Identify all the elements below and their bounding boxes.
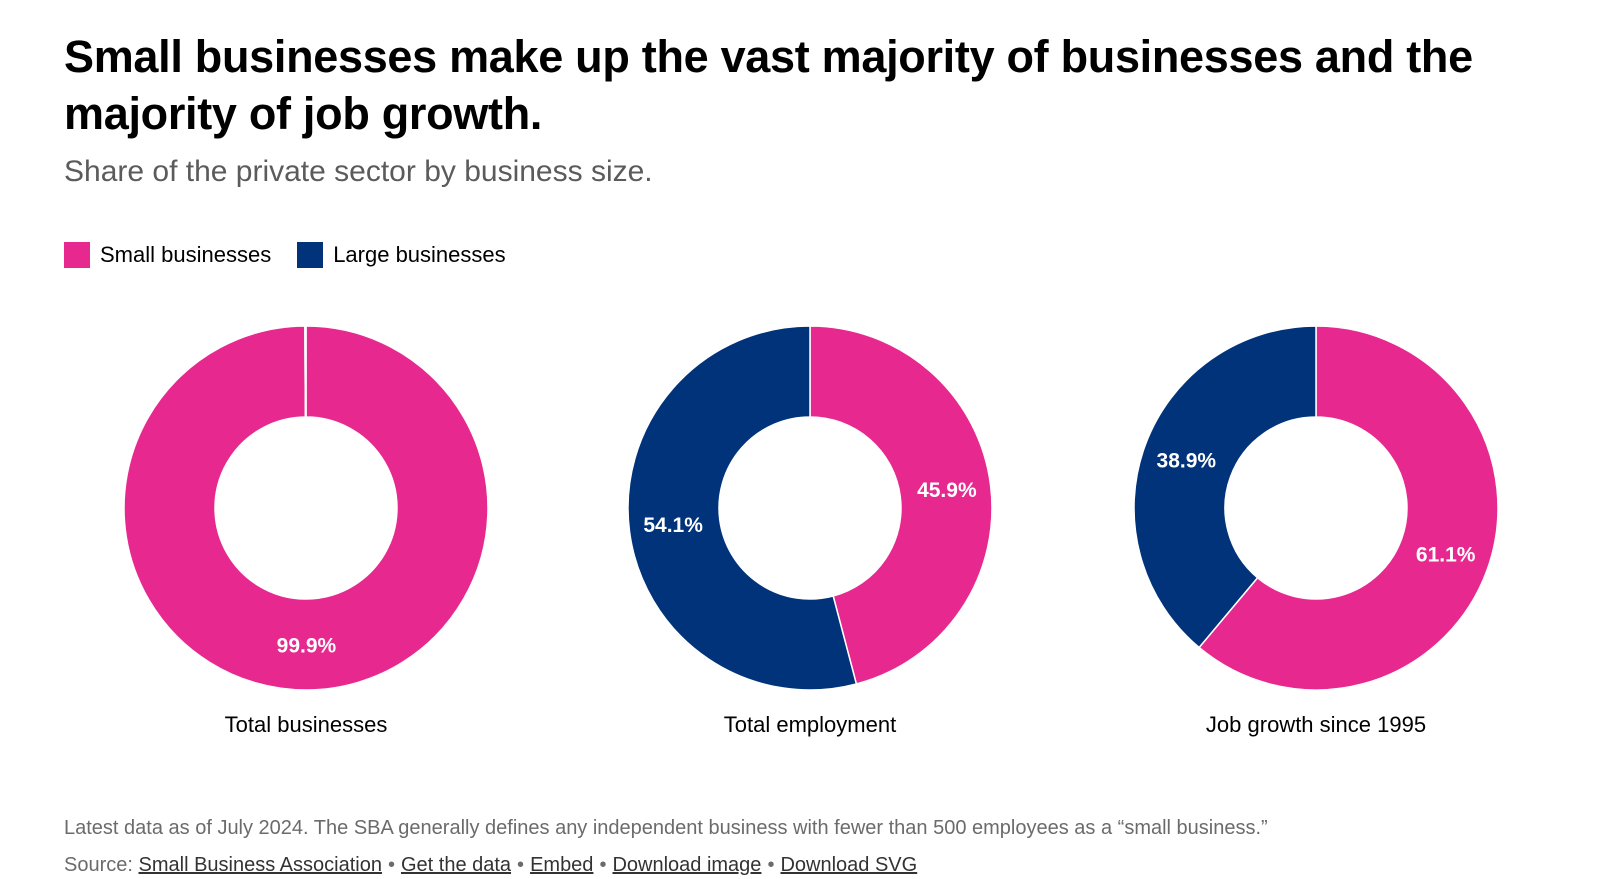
- legend-item-small: Small businesses: [64, 242, 271, 268]
- data-label-job-growth-since-1995-small-businesses: 61.1%: [1416, 544, 1476, 567]
- donut-slice-total-businesses-large-businesses: [304, 325, 307, 418]
- donut-slice-total-employment-small-businesses: [809, 325, 993, 685]
- donut-slice-total-businesses-small-businesses: [123, 325, 489, 691]
- data-label-total-businesses-small-businesses: 99.9%: [277, 634, 337, 657]
- separator: •: [387, 854, 395, 876]
- separator: •: [767, 854, 775, 876]
- donut-slice-total-employment-large-businesses: [627, 325, 858, 691]
- download-svg-link[interactable]: Download SVG: [780, 854, 918, 876]
- chart-subtitle: Share of the private sector by business …: [64, 155, 653, 188]
- chart-caption-job-growth-since-1995: Job growth since 1995: [1206, 712, 1426, 737]
- legend-item-large: Large businesses: [297, 242, 506, 268]
- separator: •: [517, 854, 525, 876]
- legend-label-small: Small businesses: [100, 242, 272, 267]
- data-label-total-employment-small-businesses: 45.9%: [917, 479, 977, 502]
- embed-link[interactable]: Embed: [530, 854, 594, 876]
- legend-label-large: Large businesses: [333, 242, 506, 267]
- data-label-job-growth-since-1995-large-businesses: 38.9%: [1157, 449, 1217, 472]
- separator: •: [599, 854, 607, 876]
- download-image-link[interactable]: Download image: [612, 854, 762, 876]
- donut-slice-job-growth-since-1995-small-businesses: [1198, 325, 1499, 691]
- footnote: Latest data as of July 2024. The SBA gen…: [64, 817, 1268, 839]
- legend-swatch-large: [297, 242, 324, 268]
- get-data-link[interactable]: Get the data: [400, 854, 512, 876]
- chart-caption-total-businesses: Total businesses: [225, 712, 388, 737]
- source-line: Source: Small Business Association • Get t…: [64, 853, 917, 877]
- source-prefix: Source:: [64, 854, 133, 876]
- chart-caption-total-employment: Total employment: [724, 712, 896, 737]
- legend-swatch-small: [64, 242, 90, 268]
- data-label-total-employment-large-businesses: 54.1%: [643, 514, 703, 537]
- source-link-sba[interactable]: Small Business Association: [138, 854, 382, 876]
- donut-slice-job-growth-since-1995-large-businesses: [1133, 325, 1317, 649]
- legend: Small businesses Large businesses: [64, 242, 506, 268]
- chart-title: Small businesses make up the vast majori…: [64, 31, 1473, 139]
